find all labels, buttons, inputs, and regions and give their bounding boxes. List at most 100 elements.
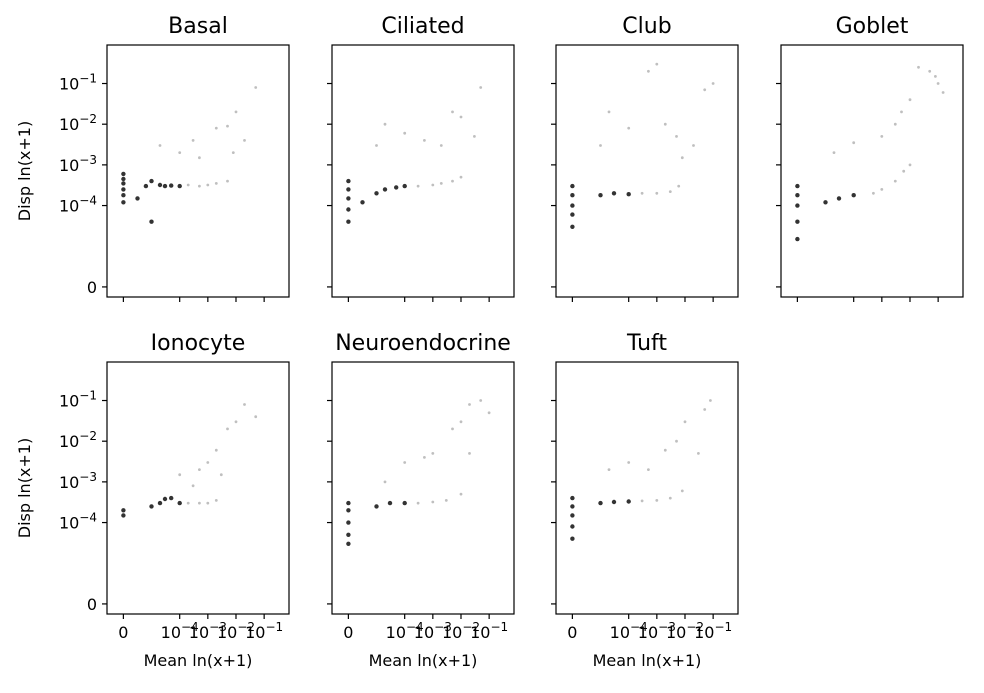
data-point: [416, 184, 420, 188]
data-point: [934, 75, 937, 78]
data-point: [254, 86, 258, 89]
data-point: [570, 212, 575, 217]
panel-ciliated: Ciliated: [327, 14, 515, 302]
data-point: [387, 500, 393, 506]
data-point: [169, 183, 174, 188]
data-point: [360, 200, 365, 205]
data-point: [423, 139, 426, 142]
data-point: [795, 203, 800, 208]
data-point: [121, 193, 126, 198]
data-point: [570, 183, 575, 189]
data-point: [346, 500, 351, 506]
panel-neuroendocrine: Neuroendocrine 0 10−410−310−210−1 Mean ln(x…: [327, 331, 515, 670]
data-point: [851, 193, 856, 198]
data-point: [473, 135, 476, 138]
data-point: [626, 499, 631, 504]
scatter-points: [570, 399, 712, 541]
data-point: [611, 191, 617, 196]
data-point: [178, 151, 182, 155]
data-point: [607, 110, 611, 114]
data-point: [198, 156, 201, 160]
panel-basal: Basal 0 10−4 10−3 10−2 10−1 Disp ln(x+1): [15, 14, 290, 302]
data-point: [680, 489, 684, 493]
data-point: [941, 91, 945, 94]
panel-goblet: Goblet: [776, 14, 964, 302]
data-point: [234, 110, 238, 114]
data-point: [423, 456, 426, 459]
data-point: [186, 501, 190, 505]
data-point: [570, 224, 575, 229]
x-tick-label: 0: [118, 623, 128, 642]
axes-frame: [555, 44, 739, 298]
y-axis-label: Disp ln(x+1): [15, 121, 34, 221]
x-tick-label: 10−2: [217, 620, 255, 642]
data-point: [135, 196, 140, 201]
data-point: [928, 69, 932, 73]
data-point: [169, 495, 174, 501]
data-point: [836, 196, 842, 201]
data-point: [121, 200, 126, 205]
data-point: [675, 439, 678, 443]
panel-title: Ionocyte: [151, 331, 246, 356]
data-point: [394, 185, 399, 190]
scatter-points: [795, 65, 945, 242]
data-point: [459, 175, 463, 179]
y-tick-label: 10−1: [59, 389, 97, 411]
scatter-points: [121, 86, 258, 224]
data-point: [795, 183, 800, 189]
data-point: [487, 411, 491, 415]
data-point: [668, 190, 672, 194]
data-point: [402, 500, 407, 506]
data-point: [143, 183, 149, 189]
data-point: [177, 183, 182, 189]
axes-frame: [331, 361, 515, 615]
axes-frame: [106, 361, 290, 615]
y-tick-label: 10−2: [59, 112, 97, 134]
y-tick-label: 10−2: [59, 429, 97, 451]
data-point: [191, 484, 195, 488]
data-point: [655, 191, 659, 195]
data-point: [451, 110, 454, 114]
data-point: [375, 144, 378, 147]
data-point: [243, 139, 246, 142]
x-axis-label: Mean ln(x+1): [144, 651, 253, 670]
data-point: [383, 122, 387, 126]
data-point: [254, 415, 258, 419]
panel-title: Ciliated: [381, 14, 464, 39]
y-axis-label: Disp ln(x+1): [15, 438, 34, 538]
x-tick-label: 10−4: [610, 620, 648, 642]
data-point: [570, 193, 575, 198]
data-point: [675, 135, 678, 138]
data-point: [570, 536, 575, 541]
data-point: [231, 151, 235, 155]
data-point: [451, 427, 454, 431]
y-tick-label: 10−3: [59, 470, 97, 492]
data-point: [198, 184, 201, 188]
data-point: [439, 144, 443, 147]
x-tick-label: 10−2: [442, 620, 480, 642]
data-point: [468, 403, 471, 406]
data-point: [177, 500, 182, 506]
data-point: [680, 156, 684, 160]
data-point: [346, 508, 351, 513]
data-point: [611, 499, 617, 505]
x-axis-label: Mean ln(x+1): [369, 651, 478, 670]
data-point: [459, 420, 463, 424]
panel-title: Club: [622, 14, 671, 39]
data-point: [121, 508, 126, 513]
y-tick-label: 10−4: [59, 511, 97, 533]
data-point: [570, 504, 575, 509]
panel-title: Neuroendocrine: [335, 331, 511, 356]
data-point: [900, 110, 903, 114]
data-point: [416, 501, 420, 505]
y-tick-label: 10−1: [59, 72, 97, 94]
x-tick-label: 10−4: [161, 620, 199, 642]
data-point: [431, 452, 435, 455]
x-tick-label: 10−3: [414, 620, 452, 642]
x-tick-label: 10−1: [245, 620, 283, 642]
data-point: [149, 178, 154, 184]
data-point: [640, 191, 644, 195]
y-tick-label: 10−3: [59, 153, 97, 175]
data-point: [479, 86, 483, 89]
